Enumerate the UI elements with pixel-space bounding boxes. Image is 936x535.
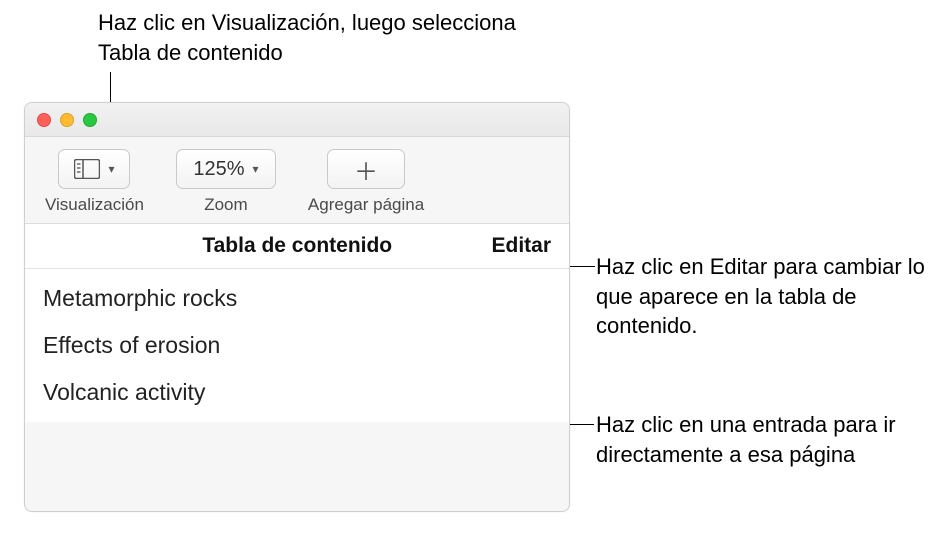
close-icon[interactable] bbox=[37, 113, 51, 127]
zoom-button[interactable]: 125% ▾ bbox=[176, 149, 276, 189]
sidebar-panel-icon bbox=[74, 159, 100, 179]
app-window: ▾ Visualización 125% ▾ Zoom ＋ Agregar pá… bbox=[24, 102, 570, 512]
callout-editar: Haz clic en Editar para cambiar lo que a… bbox=[596, 252, 926, 341]
add-page-button[interactable]: ＋ bbox=[327, 149, 405, 189]
zoom-icon[interactable] bbox=[83, 113, 97, 127]
toc-list: Metamorphic rocks Effects of erosion Vol… bbox=[25, 269, 569, 422]
toc-title: Tabla de contenido bbox=[103, 234, 491, 258]
window-titlebar bbox=[25, 103, 569, 137]
zoom-value: 125% bbox=[193, 158, 244, 181]
toc-item[interactable]: Metamorphic rocks bbox=[25, 275, 569, 322]
edit-button[interactable]: Editar bbox=[491, 234, 551, 258]
chevron-down-icon: ▾ bbox=[108, 162, 114, 176]
addpage-tool-group: ＋ Agregar página bbox=[308, 149, 424, 215]
toc-item[interactable]: Effects of erosion bbox=[25, 322, 569, 369]
toolbar: ▾ Visualización 125% ▾ Zoom ＋ Agregar pá… bbox=[25, 137, 569, 224]
toc-item[interactable]: Volcanic activity bbox=[25, 369, 569, 416]
plus-icon: ＋ bbox=[354, 152, 378, 187]
window-traffic-lights bbox=[37, 113, 97, 127]
zoom-tool-group: 125% ▾ Zoom bbox=[176, 149, 276, 215]
minimize-icon[interactable] bbox=[60, 113, 74, 127]
view-label: Visualización bbox=[45, 195, 144, 215]
zoom-label: Zoom bbox=[204, 195, 247, 215]
addpage-label: Agregar página bbox=[308, 195, 424, 215]
callout-entry: Haz clic en una entrada para ir directam… bbox=[596, 410, 916, 469]
callout-top: Haz clic en Visualización, luego selecci… bbox=[98, 8, 528, 67]
chevron-down-icon: ▾ bbox=[252, 162, 258, 176]
view-tool-group: ▾ Visualización bbox=[45, 149, 144, 215]
toc-header: Tabla de contenido Editar bbox=[25, 224, 569, 269]
view-button[interactable]: ▾ bbox=[58, 149, 130, 189]
